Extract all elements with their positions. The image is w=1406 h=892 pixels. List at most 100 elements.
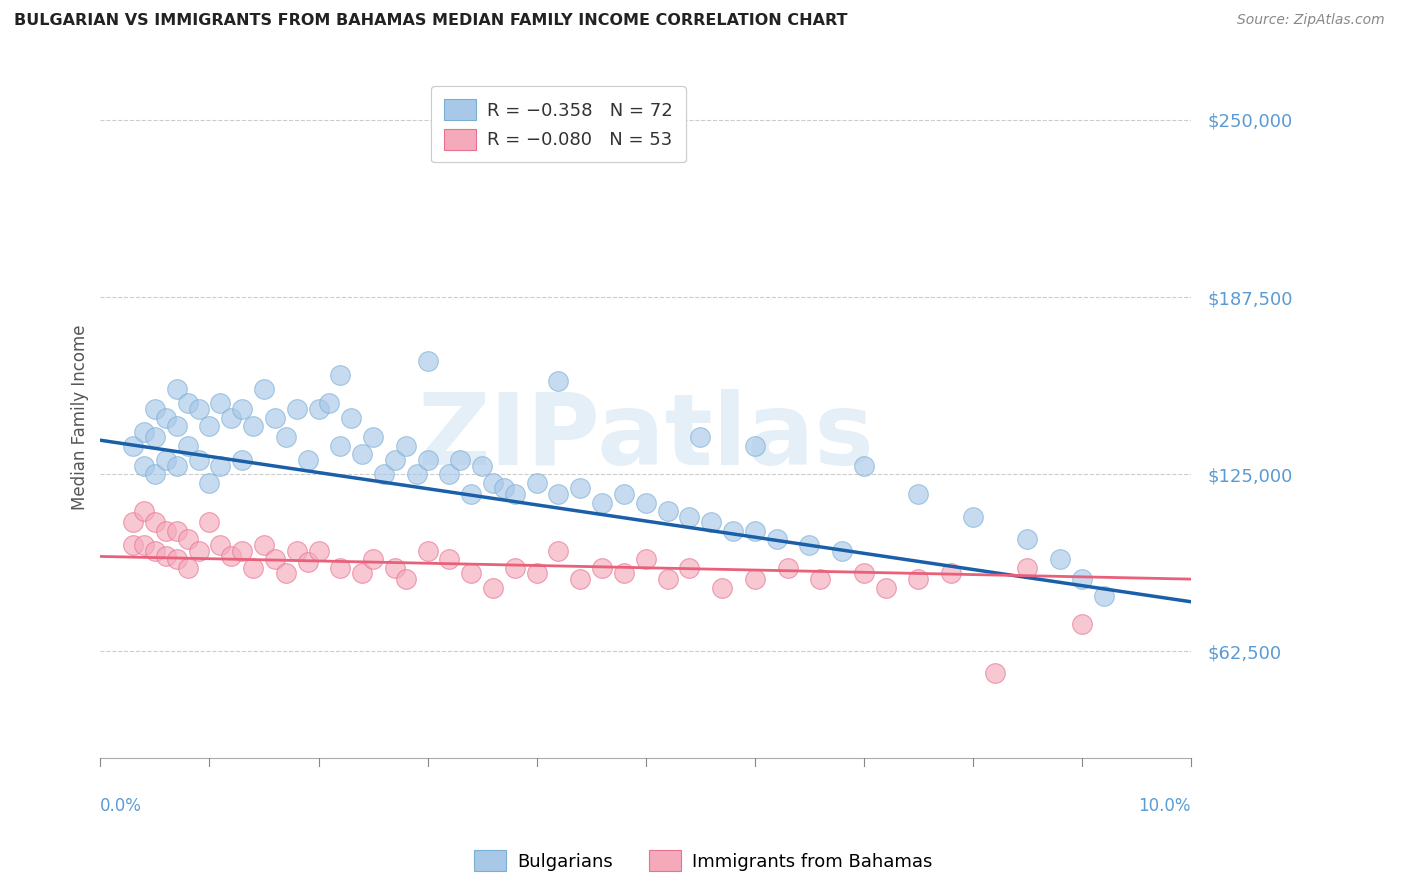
Point	[547, 543, 569, 558]
Point	[482, 581, 505, 595]
Point	[198, 475, 221, 490]
Point	[482, 475, 505, 490]
Text: 0.0%: 0.0%	[100, 797, 142, 814]
Point	[166, 458, 188, 473]
Point	[373, 467, 395, 482]
Point	[416, 354, 439, 368]
Point	[219, 549, 242, 564]
Point	[907, 487, 929, 501]
Text: ZIPatlas: ZIPatlas	[418, 390, 875, 486]
Legend: R = −0.358   N = 72, R = −0.080   N = 53: R = −0.358 N = 72, R = −0.080 N = 53	[432, 87, 686, 162]
Point	[263, 410, 285, 425]
Y-axis label: Median Family Income: Median Family Income	[72, 325, 89, 510]
Point	[460, 487, 482, 501]
Point	[384, 561, 406, 575]
Point	[176, 533, 198, 547]
Point	[1071, 572, 1094, 586]
Point	[449, 453, 471, 467]
Point	[711, 581, 734, 595]
Point	[503, 487, 526, 501]
Point	[253, 538, 276, 552]
Point	[122, 516, 145, 530]
Point	[176, 561, 198, 575]
Point	[198, 516, 221, 530]
Point	[700, 516, 723, 530]
Point	[155, 549, 177, 564]
Point	[242, 561, 264, 575]
Point	[231, 453, 253, 467]
Point	[274, 566, 297, 581]
Point	[352, 447, 374, 461]
Point	[361, 430, 384, 444]
Point	[460, 566, 482, 581]
Point	[285, 402, 308, 417]
Point	[503, 561, 526, 575]
Point	[166, 552, 188, 566]
Point	[132, 504, 155, 518]
Point	[209, 538, 232, 552]
Point	[166, 382, 188, 396]
Point	[657, 504, 679, 518]
Point	[198, 419, 221, 434]
Point	[547, 487, 569, 501]
Point	[329, 439, 352, 453]
Point	[187, 453, 209, 467]
Point	[263, 552, 285, 566]
Point	[308, 543, 330, 558]
Point	[166, 524, 188, 538]
Point	[721, 524, 744, 538]
Point	[613, 487, 636, 501]
Point	[297, 453, 319, 467]
Point	[492, 482, 515, 496]
Point	[395, 439, 418, 453]
Point	[1071, 617, 1094, 632]
Text: Source: ZipAtlas.com: Source: ZipAtlas.com	[1237, 13, 1385, 28]
Point	[308, 402, 330, 417]
Point	[155, 524, 177, 538]
Point	[1017, 533, 1039, 547]
Point	[340, 410, 363, 425]
Point	[143, 430, 166, 444]
Point	[155, 453, 177, 467]
Point	[143, 402, 166, 417]
Point	[416, 453, 439, 467]
Point	[547, 374, 569, 388]
Point	[1017, 561, 1039, 575]
Point	[253, 382, 276, 396]
Point	[132, 458, 155, 473]
Point	[329, 561, 352, 575]
Point	[744, 439, 766, 453]
Point	[744, 524, 766, 538]
Point	[143, 516, 166, 530]
Point	[361, 552, 384, 566]
Point	[939, 566, 962, 581]
Point	[471, 458, 494, 473]
Point	[799, 538, 821, 552]
Point	[395, 572, 418, 586]
Point	[143, 467, 166, 482]
Text: 10.0%: 10.0%	[1139, 797, 1191, 814]
Point	[657, 572, 679, 586]
Point	[439, 552, 461, 566]
Point	[122, 439, 145, 453]
Point	[274, 430, 297, 444]
Point	[744, 572, 766, 586]
Point	[765, 533, 787, 547]
Point	[318, 396, 340, 410]
Point	[613, 566, 636, 581]
Point	[122, 538, 145, 552]
Point	[384, 453, 406, 467]
Point	[405, 467, 427, 482]
Point	[852, 458, 875, 473]
Point	[231, 402, 253, 417]
Point	[155, 410, 177, 425]
Point	[143, 543, 166, 558]
Point	[285, 543, 308, 558]
Point	[439, 467, 461, 482]
Point	[242, 419, 264, 434]
Point	[176, 396, 198, 410]
Point	[219, 410, 242, 425]
Point	[678, 509, 700, 524]
Point	[808, 572, 831, 586]
Point	[678, 561, 700, 575]
